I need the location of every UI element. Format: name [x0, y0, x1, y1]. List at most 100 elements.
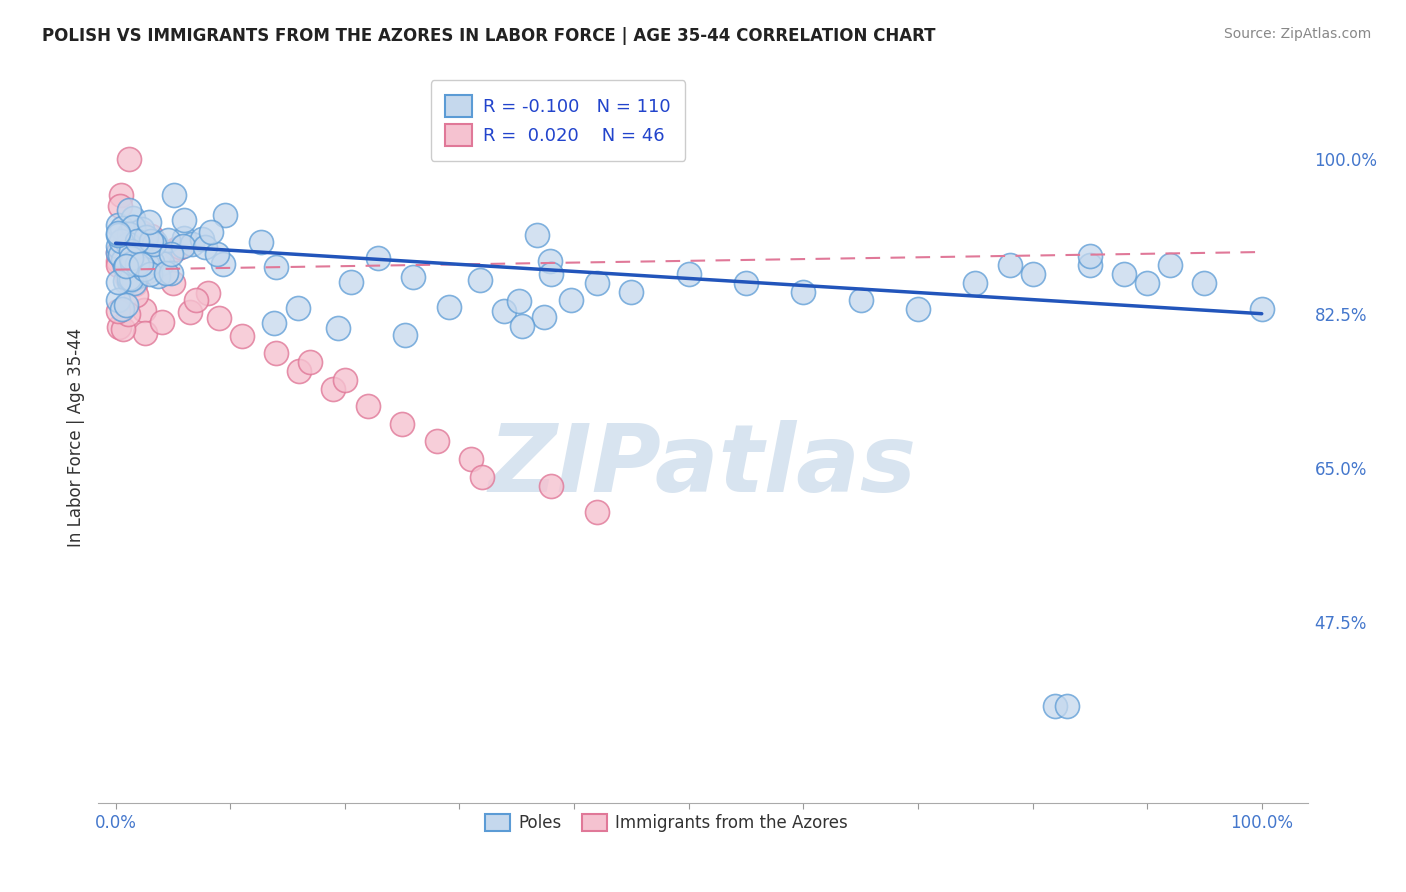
- Point: [118, 274, 141, 288]
- Point: [115, 270, 138, 285]
- Point: [127, 231, 149, 245]
- Text: Source: ZipAtlas.com: Source: ZipAtlas.com: [1223, 27, 1371, 41]
- Point: [402, 269, 425, 284]
- Point: [120, 272, 142, 286]
- Point: [107, 239, 129, 253]
- Point: [326, 320, 349, 334]
- Point: [124, 277, 146, 292]
- Point: [264, 260, 287, 274]
- Point: [160, 266, 183, 280]
- Point: [526, 227, 548, 242]
- Point: [391, 417, 413, 431]
- Point: [357, 399, 380, 413]
- Point: [181, 237, 204, 252]
- Point: [125, 257, 148, 271]
- Point: [190, 232, 212, 246]
- Point: [139, 235, 162, 249]
- Point: [173, 213, 195, 227]
- Point: [998, 258, 1021, 272]
- Point: [394, 328, 416, 343]
- Point: [134, 326, 156, 340]
- Point: [586, 505, 609, 519]
- Point: [117, 307, 139, 321]
- Point: [200, 225, 222, 239]
- Point: [322, 382, 344, 396]
- Point: [143, 236, 166, 251]
- Point: [138, 215, 160, 229]
- Point: [145, 235, 167, 249]
- Point: [108, 199, 131, 213]
- Point: [173, 239, 195, 253]
- Point: [114, 274, 136, 288]
- Point: [339, 275, 361, 289]
- Point: [125, 287, 148, 301]
- Point: [115, 298, 138, 312]
- Point: [107, 293, 129, 307]
- Point: [127, 259, 149, 273]
- Point: [136, 257, 159, 271]
- Point: [508, 294, 530, 309]
- Point: [197, 285, 219, 300]
- Point: [471, 469, 494, 483]
- Point: [792, 285, 814, 299]
- Point: [131, 258, 153, 272]
- Point: [1078, 258, 1101, 272]
- Point: [1194, 276, 1216, 290]
- Point: [1078, 249, 1101, 263]
- Point: [288, 364, 311, 378]
- Point: [118, 227, 141, 242]
- Point: [107, 226, 129, 240]
- Point: [367, 251, 389, 265]
- Point: [118, 202, 141, 217]
- Point: [122, 241, 145, 255]
- Point: [122, 276, 145, 290]
- Point: [169, 240, 191, 254]
- Point: [110, 235, 132, 249]
- Point: [117, 236, 139, 251]
- Point: [333, 373, 356, 387]
- Point: [907, 302, 929, 317]
- Point: [263, 316, 285, 330]
- Point: [120, 251, 142, 265]
- Point: [264, 346, 287, 360]
- Point: [134, 262, 156, 277]
- Point: [107, 254, 129, 268]
- Point: [124, 270, 146, 285]
- Point: [184, 293, 207, 308]
- Point: [299, 355, 322, 369]
- Point: [208, 311, 231, 326]
- Point: [1136, 276, 1159, 290]
- Point: [124, 234, 146, 248]
- Point: [165, 242, 187, 256]
- Point: [128, 253, 150, 268]
- Point: [122, 219, 145, 234]
- Point: [131, 222, 153, 236]
- Point: [141, 255, 163, 269]
- Point: [136, 264, 159, 278]
- Point: [620, 285, 643, 299]
- Point: [132, 303, 155, 318]
- Point: [678, 267, 700, 281]
- Legend: Poles, Immigrants from the Azores: Poles, Immigrants from the Azores: [478, 807, 855, 838]
- Point: [139, 229, 162, 244]
- Point: [141, 261, 163, 276]
- Point: [112, 253, 135, 268]
- Point: [124, 269, 146, 284]
- Point: [111, 302, 134, 317]
- Point: [139, 267, 162, 281]
- Point: [148, 247, 170, 261]
- Point: [110, 187, 132, 202]
- Point: [162, 276, 184, 290]
- Point: [1056, 698, 1078, 713]
- Y-axis label: In Labor Force | Age 35-44: In Labor Force | Age 35-44: [66, 327, 84, 547]
- Point: [122, 227, 145, 242]
- Point: [540, 478, 562, 492]
- Point: [510, 319, 533, 334]
- Point: [114, 260, 136, 274]
- Point: [586, 276, 609, 290]
- Point: [134, 233, 156, 247]
- Point: [156, 233, 179, 247]
- Point: [214, 208, 236, 222]
- Point: [129, 244, 152, 258]
- Point: [127, 251, 149, 265]
